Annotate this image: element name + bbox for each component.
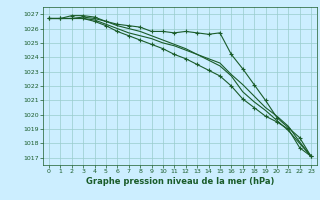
X-axis label: Graphe pression niveau de la mer (hPa): Graphe pression niveau de la mer (hPa) (86, 177, 274, 186)
